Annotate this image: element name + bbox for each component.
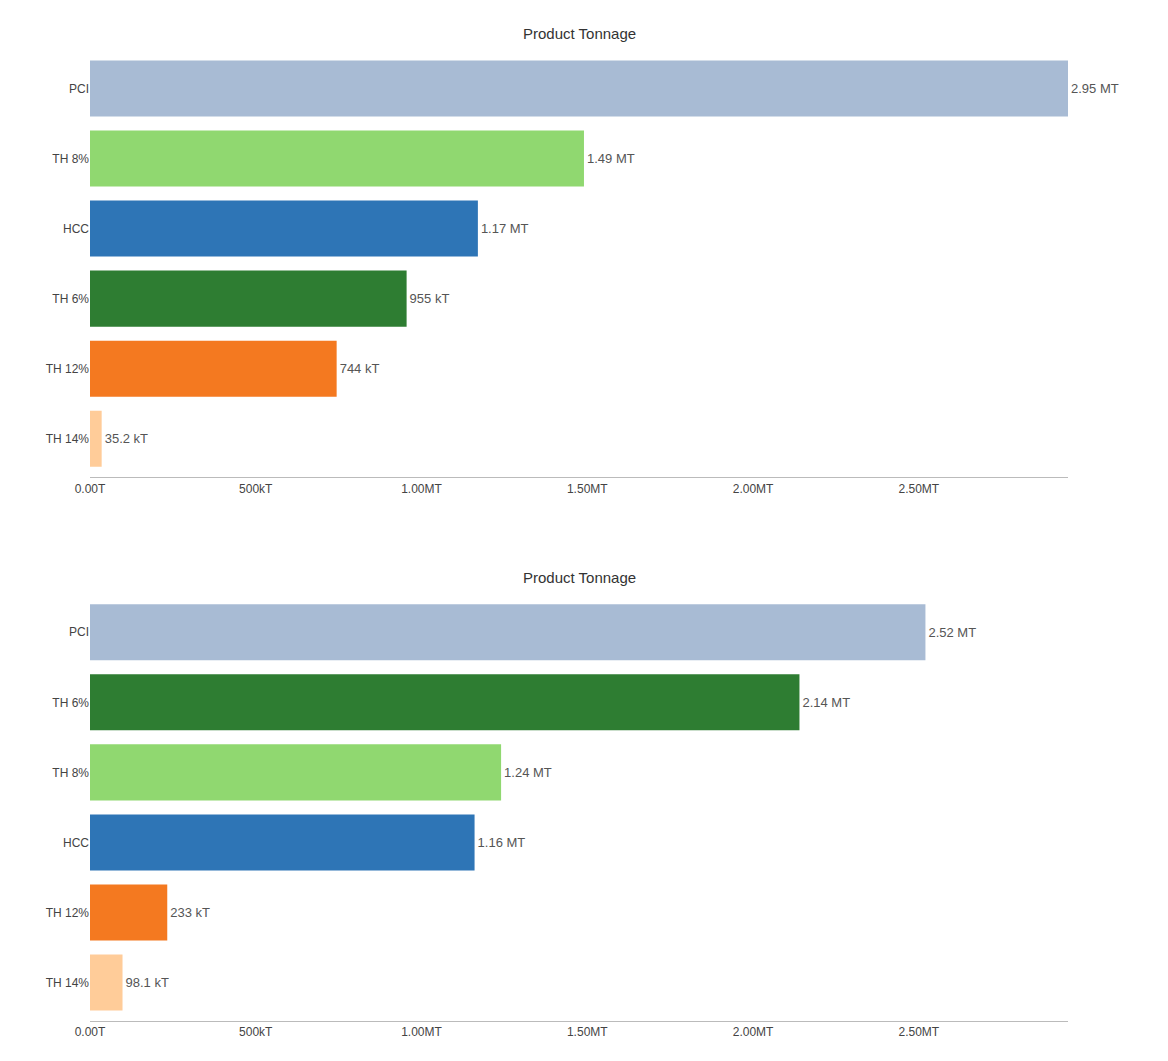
svg-text:TH 6%: TH 6%: [52, 292, 89, 306]
svg-text:955 kT: 955 kT: [410, 291, 450, 306]
svg-text:2.95 MT: 2.95 MT: [1071, 81, 1119, 96]
svg-text:1.50MT: 1.50MT: [567, 482, 608, 496]
svg-text:233 kT: 233 kT: [170, 905, 210, 920]
svg-text:2.14 MT: 2.14 MT: [802, 695, 850, 710]
svg-text:TH 14%: TH 14%: [46, 976, 90, 990]
svg-text:HCC: HCC: [63, 222, 89, 236]
svg-text:TH 8%: TH 8%: [52, 152, 89, 166]
svg-text:TH 8%: TH 8%: [52, 766, 89, 780]
svg-text:HCC: HCC: [63, 836, 89, 850]
svg-text:TH 6%: TH 6%: [52, 696, 89, 710]
svg-text:0.00T: 0.00T: [75, 1025, 106, 1039]
svg-text:TH 12%: TH 12%: [46, 362, 90, 376]
svg-text:500kT: 500kT: [239, 482, 273, 496]
svg-text:98.1 kT: 98.1 kT: [126, 975, 169, 990]
svg-text:2.50MT: 2.50MT: [898, 1025, 939, 1039]
svg-text:2.00MT: 2.00MT: [733, 482, 774, 496]
svg-text:1.16 MT: 1.16 MT: [478, 835, 526, 850]
svg-text:500kT: 500kT: [239, 1025, 273, 1039]
svg-text:35.2 kT: 35.2 kT: [105, 431, 148, 446]
svg-text:1.24 MT: 1.24 MT: [504, 765, 552, 780]
svg-text:PCI: PCI: [69, 82, 89, 96]
svg-text:Product Tonnage: Product Tonnage: [523, 569, 636, 586]
svg-text:TH 12%: TH 12%: [46, 906, 90, 920]
svg-text:1.49 MT: 1.49 MT: [587, 151, 635, 166]
svg-text:2.52 MT: 2.52 MT: [928, 625, 976, 640]
svg-text:744 kT: 744 kT: [340, 361, 380, 376]
svg-text:1.00MT: 1.00MT: [401, 1025, 442, 1039]
svg-text:2.50MT: 2.50MT: [898, 482, 939, 496]
svg-text:1.00MT: 1.00MT: [401, 482, 442, 496]
svg-text:0.00T: 0.00T: [75, 482, 106, 496]
svg-text:TH 14%: TH 14%: [46, 432, 90, 446]
svg-text:PCI: PCI: [69, 625, 89, 639]
svg-text:1.50MT: 1.50MT: [567, 1025, 608, 1039]
svg-text:Product Tonnage: Product Tonnage: [523, 25, 636, 42]
svg-text:2.00MT: 2.00MT: [733, 1025, 774, 1039]
svg-text:1.17 MT: 1.17 MT: [481, 221, 529, 236]
